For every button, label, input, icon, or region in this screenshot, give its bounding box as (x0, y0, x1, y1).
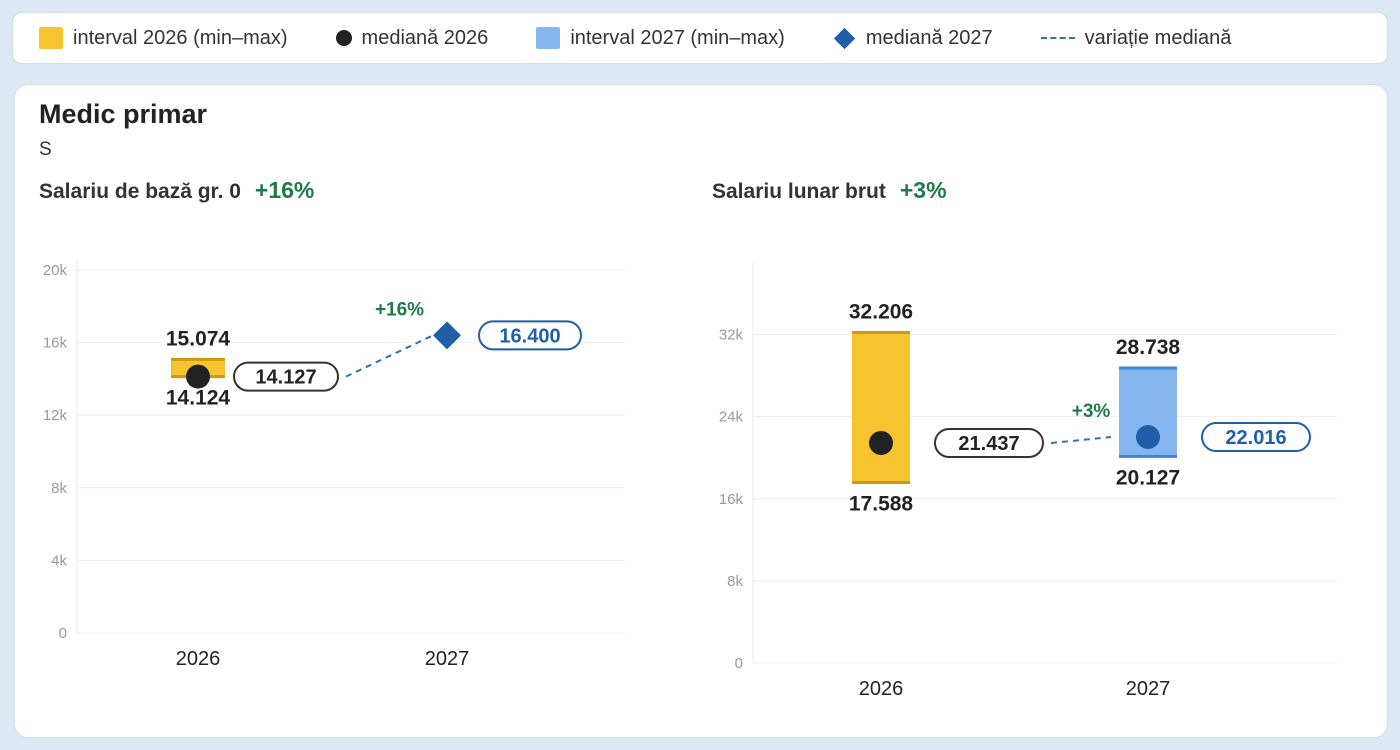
chart-base-salary: 0 4k 8k 12k 16k 20k 2026 2027 15.074 14.124 +16% 14… (43, 260, 625, 670)
median-change-line (345, 334, 434, 378)
legend-label: interval 2027 (min–max) (570, 26, 785, 49)
median-marker-2027 (433, 321, 461, 350)
x-tick-label: 2026 (176, 648, 221, 670)
blue-square-icon (536, 27, 561, 49)
min-label-2026: 14.124 (166, 387, 231, 410)
legend-item-median-2026: mediană 2026 (335, 26, 489, 50)
chart-title: Salariu lunar brut (712, 180, 886, 203)
y-tick-label: 4k (51, 552, 67, 569)
y-tick-label: 12k (43, 407, 68, 424)
change-badge: +3% (899, 177, 947, 203)
card-subtitle: S (39, 139, 52, 160)
median-change-line (1050, 436, 1112, 444)
blue-diamond-icon (833, 27, 855, 49)
legend-label: interval 2026 (min–max) (73, 26, 288, 49)
max-label-2026: 15.074 (166, 327, 231, 350)
y-tick-label: 32k (719, 327, 744, 344)
y-tick-label: 0 (735, 655, 743, 672)
y-tick-label: 24k (719, 409, 744, 426)
legend-label: variație mediană (1084, 26, 1232, 49)
chart-title: Salariu de bază gr. 0 (39, 180, 241, 203)
legend-item-median-2027: mediană 2027 (833, 27, 993, 50)
y-tick-label: 16k (719, 491, 744, 508)
min-label-2026: 17.588 (849, 492, 914, 515)
median-label: 14.127 (255, 367, 316, 389)
legend: interval 2026 (min–max) mediană 2026 int… (12, 12, 1388, 64)
dashed-line-icon (1040, 37, 1075, 39)
job-card: Medic primar S Salariu de bază gr. 0 +16%… (14, 84, 1388, 738)
median-label-pill (233, 361, 339, 392)
chart-gross-salary: 0 8k 16k 24k 32k 2026 2027 32.206 17.588 28.738 20… (719, 263, 1337, 700)
y-tick-label: 8k (51, 480, 67, 497)
x-tick-label: 2027 (1126, 678, 1171, 700)
card-title: Medic primar (39, 99, 208, 129)
y-tick-label: 0 (59, 625, 67, 642)
median-label: 21.437 (958, 433, 1019, 455)
x-tick-label: 2027 (425, 648, 470, 670)
median-label-pill (1201, 422, 1311, 453)
y-tick-label: 16k (43, 335, 68, 352)
yellow-square-icon (39, 27, 63, 49)
max-label-2027: 28.738 (1116, 336, 1181, 359)
legend-item-median-change: variație mediană (1040, 26, 1232, 50)
black-dot-icon (335, 30, 352, 46)
legend-label: mediană 2027 (865, 26, 993, 49)
y-tick-label: 8k (727, 573, 743, 590)
median-label: 16.400 (499, 325, 560, 347)
median-marker-2027 (1136, 425, 1160, 450)
legend-item-interval-2027: interval 2027 (min–max) (536, 27, 785, 50)
panel-title-base-salary: Salariu de bază gr. 0 +16% (39, 177, 314, 204)
median-label-pill (934, 427, 1044, 458)
legend-item-interval-2026: interval 2026 (min–max) (39, 27, 288, 50)
median-label: 22.016 (1225, 427, 1286, 449)
median-marker-2026 (869, 430, 893, 455)
median-marker-2026 (186, 364, 210, 389)
median-label-pill (478, 320, 582, 351)
max-label-2026: 32.206 (849, 300, 913, 323)
y-tick-label: 20k (43, 262, 68, 279)
panel-title-gross-salary: Salariu lunar brut +3% (712, 177, 947, 204)
median-change-label: +3% (1072, 401, 1111, 422)
x-tick-label: 2026 (859, 678, 904, 700)
median-change-label: +16% (375, 299, 424, 320)
legend-label: mediană 2026 (361, 26, 489, 49)
change-badge: +16% (254, 177, 315, 203)
range-bar-2026 (852, 332, 910, 483)
min-label-2027: 20.127 (1116, 466, 1180, 489)
